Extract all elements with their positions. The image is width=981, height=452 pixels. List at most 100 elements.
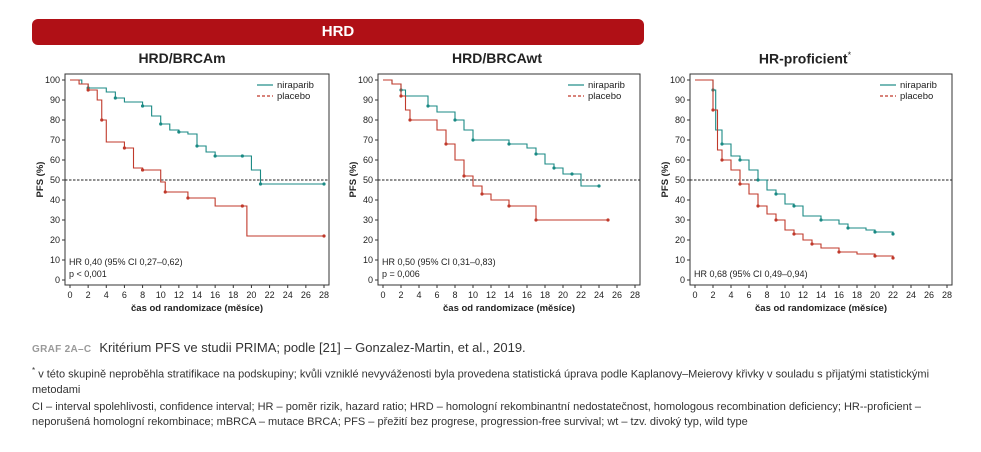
censor-mark [720, 142, 724, 146]
y-tick-label: 70 [363, 135, 373, 145]
y-tick-label: 10 [50, 255, 60, 265]
censor-mark [774, 192, 778, 196]
x-tick-label: 12 [174, 290, 184, 300]
x-axis-label: čas od randomizace (měsíce) [131, 303, 263, 314]
plot-frame [64, 73, 330, 286]
x-tick-label: 10 [780, 290, 790, 300]
censor-mark [873, 254, 877, 258]
x-axis-label: čas od randomizace (měsíce) [443, 303, 575, 314]
censor-mark [140, 168, 145, 172]
censor-mark [837, 250, 841, 254]
legend-label-placebo: placebo [588, 91, 621, 102]
y-tick-label: 40 [363, 195, 373, 205]
y-tick-label: 20 [675, 235, 685, 245]
hr-annotation: p = 0,006 [382, 269, 420, 279]
y-axis-label: PFS (%) [348, 162, 359, 198]
x-tick-label: 24 [283, 290, 293, 300]
panel-title-brcawt: HRD/BRCAwt [452, 50, 542, 66]
y-axis-label: PFS (%) [35, 162, 46, 198]
censor-mark [453, 118, 457, 122]
series-line-placebo [70, 79, 324, 237]
x-tick-label: 22 [576, 290, 586, 300]
censor-mark [756, 178, 760, 182]
x-tick-label: 12 [798, 290, 808, 300]
censor-mark [570, 172, 574, 176]
y-tick-label: 50 [675, 175, 685, 185]
x-tick-label: 0 [67, 290, 72, 300]
x-tick-label: 6 [122, 290, 127, 300]
y-tick-label: 10 [363, 255, 373, 265]
legend-label-niraparib: niraparib [588, 80, 625, 91]
y-tick-label: 100 [670, 75, 685, 85]
censor-mark [606, 218, 610, 222]
x-axis-label: čas od randomizace (měsíce) [755, 303, 887, 314]
panel-title-hr-proficient: HR-proficient* [758, 50, 852, 67]
y-tick-label: 80 [50, 115, 60, 125]
legend-label-placebo: placebo [900, 91, 933, 102]
x-tick-label: 16 [834, 290, 844, 300]
y-tick-label: 90 [50, 95, 60, 105]
x-tick-label: 14 [504, 290, 514, 300]
censor-mark [792, 204, 796, 208]
y-tick-label: 70 [675, 135, 685, 145]
y-tick-label: 20 [50, 235, 60, 245]
censor-mark [534, 152, 538, 156]
x-tick-label: 22 [265, 290, 275, 300]
series-line-niraparib [695, 79, 894, 234]
y-tick-label: 80 [363, 115, 373, 125]
censor-mark [507, 204, 511, 208]
hr-annotation: HR 0,40 (95% CI 0,27–0,62) [69, 257, 183, 267]
x-tick-label: 16 [210, 290, 220, 300]
hr-annotation: p < 0,001 [69, 269, 107, 279]
censor-mark [322, 234, 326, 238]
series-line-placebo [695, 79, 894, 258]
censor-mark [738, 182, 742, 186]
censor-mark [873, 230, 877, 234]
censor-mark [122, 146, 127, 150]
x-tick-label: 14 [192, 290, 202, 300]
legend-label-niraparib: niraparib [277, 80, 314, 91]
y-tick-label: 80 [675, 115, 685, 125]
hr-annotation: HR 0,50 (95% CI 0,31–0,83) [382, 257, 496, 267]
censor-mark [426, 104, 430, 108]
figure-caption: GRAF 2A–C Kritérium PFS ve studii PRIMA; … [32, 340, 526, 355]
y-tick-label: 70 [50, 135, 60, 145]
censor-mark [552, 166, 556, 170]
x-tick-label: 12 [486, 290, 496, 300]
x-tick-label: 0 [380, 290, 385, 300]
abbreviations: CI – interval spolehlivosti, confidence … [32, 401, 921, 428]
y-tick-label: 60 [50, 155, 60, 165]
x-tick-label: 28 [319, 290, 329, 300]
censor-mark [534, 218, 538, 222]
y-tick-label: 100 [358, 75, 373, 85]
x-tick-label: 26 [612, 290, 622, 300]
censor-mark [408, 118, 412, 122]
x-tick-label: 16 [522, 290, 532, 300]
x-tick-label: 6 [746, 290, 751, 300]
caption-text: Kritérium PFS ve studii PRIMA; podle [21… [99, 340, 526, 355]
footnote: * v této skupině neproběhla stratifikace… [32, 366, 930, 396]
x-tick-label: 18 [540, 290, 550, 300]
y-tick-label: 100 [45, 75, 60, 85]
x-tick-label: 6 [434, 290, 439, 300]
censor-mark [597, 184, 601, 188]
censor-mark [240, 154, 244, 158]
series-line-placebo [383, 79, 608, 221]
y-tick-label: 10 [675, 255, 685, 265]
y-tick-label: 90 [363, 95, 373, 105]
y-tick-label: 30 [675, 215, 685, 225]
censor-mark [462, 174, 466, 178]
y-tick-label: 20 [363, 235, 373, 245]
censor-mark [186, 196, 190, 200]
x-tick-label: 4 [728, 290, 733, 300]
censor-mark [819, 218, 823, 222]
censor-mark [177, 130, 181, 134]
x-tick-label: 20 [558, 290, 568, 300]
x-tick-label: 18 [228, 290, 238, 300]
x-tick-label: 18 [852, 290, 862, 300]
x-tick-label: 28 [942, 290, 952, 300]
y-tick-label: 30 [363, 215, 373, 225]
y-tick-label: 40 [675, 195, 685, 205]
